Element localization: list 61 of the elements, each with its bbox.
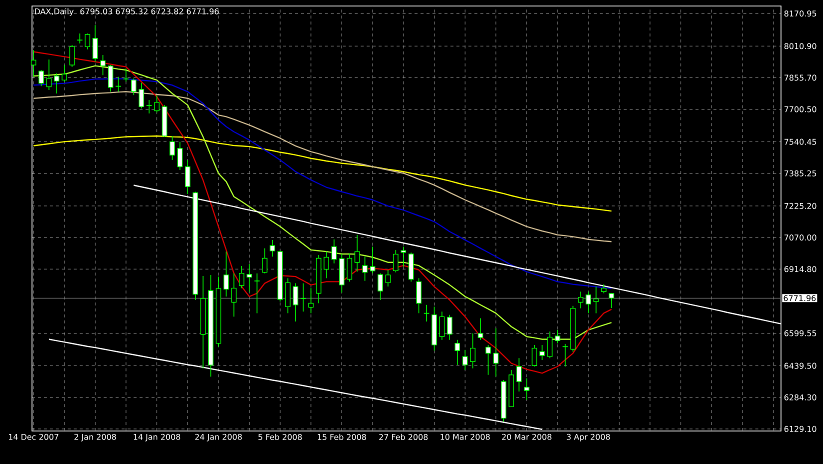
candlestick xyxy=(177,141,183,170)
candlestick xyxy=(62,64,68,82)
candlestick xyxy=(138,82,144,109)
candlestick xyxy=(131,78,136,96)
candlestick xyxy=(454,339,460,366)
candlestick xyxy=(378,272,383,300)
candlestick xyxy=(154,94,160,113)
candlestick xyxy=(385,269,391,287)
candlestick xyxy=(524,378,530,400)
candlestick xyxy=(578,291,584,309)
candlestick xyxy=(246,264,252,292)
candlestick xyxy=(262,248,268,274)
candlestick xyxy=(92,24,98,62)
candlestick xyxy=(586,291,592,314)
candlestick xyxy=(285,278,290,314)
candlestick xyxy=(547,331,552,359)
candlestick xyxy=(30,50,36,78)
candlestick xyxy=(562,344,568,367)
candlestick xyxy=(362,256,368,282)
candlestick xyxy=(370,246,376,274)
candlestick xyxy=(486,344,491,376)
candlestick xyxy=(84,33,90,50)
candlestick xyxy=(324,251,330,279)
candlestick xyxy=(354,234,360,272)
candlestick xyxy=(185,160,190,194)
candlestick xyxy=(470,332,476,369)
candlestick xyxy=(331,238,337,264)
candlestick xyxy=(416,278,422,314)
candlestick xyxy=(54,72,60,94)
candlestick xyxy=(46,59,52,90)
candlestick xyxy=(308,288,314,314)
candlestick xyxy=(400,246,406,268)
candlestick xyxy=(554,329,560,344)
candlestick xyxy=(439,311,445,340)
candlestick xyxy=(478,318,484,340)
candlestick xyxy=(424,304,430,322)
candlestick xyxy=(539,344,545,360)
candlestick xyxy=(231,272,237,318)
candlestick xyxy=(224,251,229,297)
candlestick xyxy=(608,293,614,308)
candlestick xyxy=(238,266,244,289)
candlestick xyxy=(447,314,452,340)
candlestick xyxy=(346,252,352,282)
candlestick xyxy=(100,54,106,76)
candlestick xyxy=(593,286,599,314)
candlestick xyxy=(38,70,44,87)
candlestick xyxy=(123,68,129,82)
candlestick xyxy=(493,328,499,377)
candlestick xyxy=(77,33,82,44)
candlestick xyxy=(270,240,276,258)
candlestick xyxy=(462,349,468,370)
candlestick xyxy=(108,64,114,92)
candlestick xyxy=(300,282,306,312)
candlestick xyxy=(292,282,298,322)
candlestick xyxy=(170,136,175,160)
candlestick xyxy=(146,100,152,114)
candlestick xyxy=(516,358,522,392)
candlestick xyxy=(254,272,260,314)
candlestick xyxy=(532,344,538,367)
candlestick xyxy=(69,44,75,68)
candlestick xyxy=(393,250,398,273)
